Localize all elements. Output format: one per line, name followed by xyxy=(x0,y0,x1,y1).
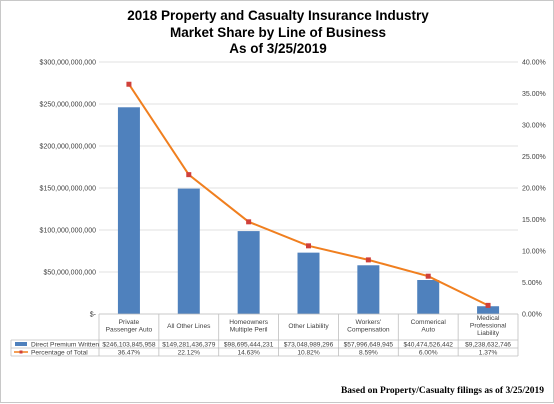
table-cell-percent: 1.37% xyxy=(479,350,498,357)
category-label: Private xyxy=(119,319,140,326)
right-tick-label: 15.00% xyxy=(522,217,546,224)
left-tick-label: $50,000,000,000 xyxy=(43,270,96,277)
line-point xyxy=(126,81,132,87)
left-tick-label: $250,000,000,000 xyxy=(40,102,97,109)
bar xyxy=(117,107,140,314)
category-label: Passenger Auto xyxy=(106,327,153,334)
chart-title: 2018 Property and Casualty Insurance Ind… xyxy=(127,8,429,56)
bar xyxy=(477,306,500,314)
left-tick-label: $300,000,000,000 xyxy=(40,60,97,67)
table-cell-premium: $57,996,649,945 xyxy=(344,342,394,349)
category-label: Auto xyxy=(421,327,435,334)
left-tick-label: $200,000,000,000 xyxy=(40,144,97,151)
left-tick-label: $- xyxy=(90,312,97,319)
footer-note: Based on Property/Casualty filings as of… xyxy=(341,386,544,396)
line-point xyxy=(425,273,431,279)
table-cell-premium: $40,474,526,442 xyxy=(403,342,453,349)
left-axis: $- $50,000,000,000 $100,000,000,000 $150,00… xyxy=(40,60,97,319)
right-axis: 0.00% 5.00% 10.00% 15.00% 20.00% 25.00% 30.00%… xyxy=(522,60,546,319)
chart-title-line: Market Share by Line of Business xyxy=(170,25,386,40)
category-label: Other Liability xyxy=(288,323,329,330)
left-tick-label: $100,000,000,000 xyxy=(40,228,97,235)
table-cell-premium: $246,103,845,958 xyxy=(102,342,156,349)
category-label: Medical xyxy=(477,315,500,322)
left-tick-label: $150,000,000,000 xyxy=(40,186,97,193)
table-cell-premium: $73,048,989,296 xyxy=(284,342,334,349)
table-cell-premium: $9,238,632,746 xyxy=(465,342,511,349)
category-label: Workers' xyxy=(356,319,382,326)
category-label: Commerical xyxy=(411,319,447,326)
table-cell-premium: $98,695,444,231 xyxy=(224,342,274,349)
table-cell-percent: 6.00% xyxy=(419,350,438,357)
category-label: Professional xyxy=(470,323,507,330)
table-cell-percent: 14.63% xyxy=(237,350,260,357)
category-label: Compensation xyxy=(347,327,390,334)
right-tick-label: 40.00% xyxy=(522,60,546,67)
category-label: Homeowners xyxy=(229,319,269,326)
right-tick-label: 0.00% xyxy=(522,312,542,319)
table-cell-premium: $149,281,436,379 xyxy=(162,342,216,349)
table-cell-percent: 22.12% xyxy=(178,350,201,357)
line-point xyxy=(485,302,491,308)
chart-title-line: 2018 Property and Casualty Insurance Ind… xyxy=(127,8,429,23)
line-point xyxy=(365,257,371,263)
right-tick-label: 35.00% xyxy=(522,91,546,98)
category-label: All Other Lines xyxy=(167,323,211,330)
category-label: Liability xyxy=(477,330,500,337)
table-cell-percent: 10.82% xyxy=(297,350,320,357)
right-tick-label: 25.00% xyxy=(522,154,546,161)
legend-label-bar: Direct Premium Written xyxy=(31,342,99,349)
bar xyxy=(177,188,200,314)
line-point xyxy=(246,219,252,225)
right-tick-label: 30.00% xyxy=(522,123,546,130)
category-label: Multiple Peril xyxy=(230,327,268,334)
legend-key-bar xyxy=(15,342,27,346)
line-series xyxy=(126,81,491,308)
bar xyxy=(297,252,320,314)
right-tick-label: 5.00% xyxy=(522,280,542,287)
right-tick-label: 20.00% xyxy=(522,186,546,193)
right-tick-label: 10.00% xyxy=(522,249,546,256)
line-point xyxy=(186,172,192,178)
bar-series xyxy=(117,107,500,314)
bar xyxy=(237,231,260,314)
bar xyxy=(417,280,440,314)
legend-key-marker xyxy=(19,350,23,354)
line-point xyxy=(306,243,311,249)
bar xyxy=(357,265,380,314)
table-cell-percent: 8.59% xyxy=(359,350,378,357)
table-cell-percent: 36.47% xyxy=(118,350,141,357)
chart-title-line: As of 3/25/2019 xyxy=(229,41,327,56)
legend-label-line: Percentage of Total xyxy=(31,350,88,357)
